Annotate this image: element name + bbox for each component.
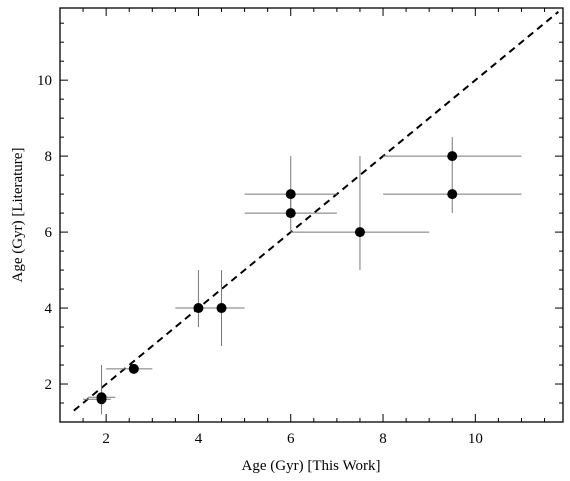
dashed-reference-line	[73, 11, 560, 412]
plot-frame	[59, 7, 564, 423]
data-point	[128, 363, 139, 374]
data-point	[285, 189, 296, 200]
x-tick-label: 4	[195, 431, 203, 447]
one-to-one-line	[73, 11, 560, 412]
x-tick-label: 2	[102, 431, 110, 447]
data-point	[216, 303, 227, 314]
data-point	[96, 392, 107, 403]
y-tick-label: 6	[45, 225, 53, 241]
data-point	[354, 227, 365, 238]
y-tick-label: 8	[45, 149, 53, 165]
x-tick-label: 10	[468, 431, 483, 447]
y-axis-title: Age (Gyr) [Literature]	[10, 148, 26, 283]
data-point	[285, 208, 296, 219]
axis-ticks: 2 4 6 8 10 2 4 6 8 10	[37, 8, 563, 447]
x-tick-label: 8	[379, 431, 387, 447]
data-point	[447, 151, 458, 162]
x-tick-label: 6	[287, 431, 295, 447]
data-point	[447, 189, 458, 200]
y-tick-label: 10	[37, 73, 52, 89]
data-points	[96, 151, 458, 405]
y-tick-label: 2	[45, 377, 53, 393]
data-point	[193, 303, 204, 314]
x-axis-title: Age (Gyr) [This Work]	[242, 458, 381, 474]
y-tick-label: 4	[45, 301, 53, 317]
error-bars	[83, 137, 522, 415]
